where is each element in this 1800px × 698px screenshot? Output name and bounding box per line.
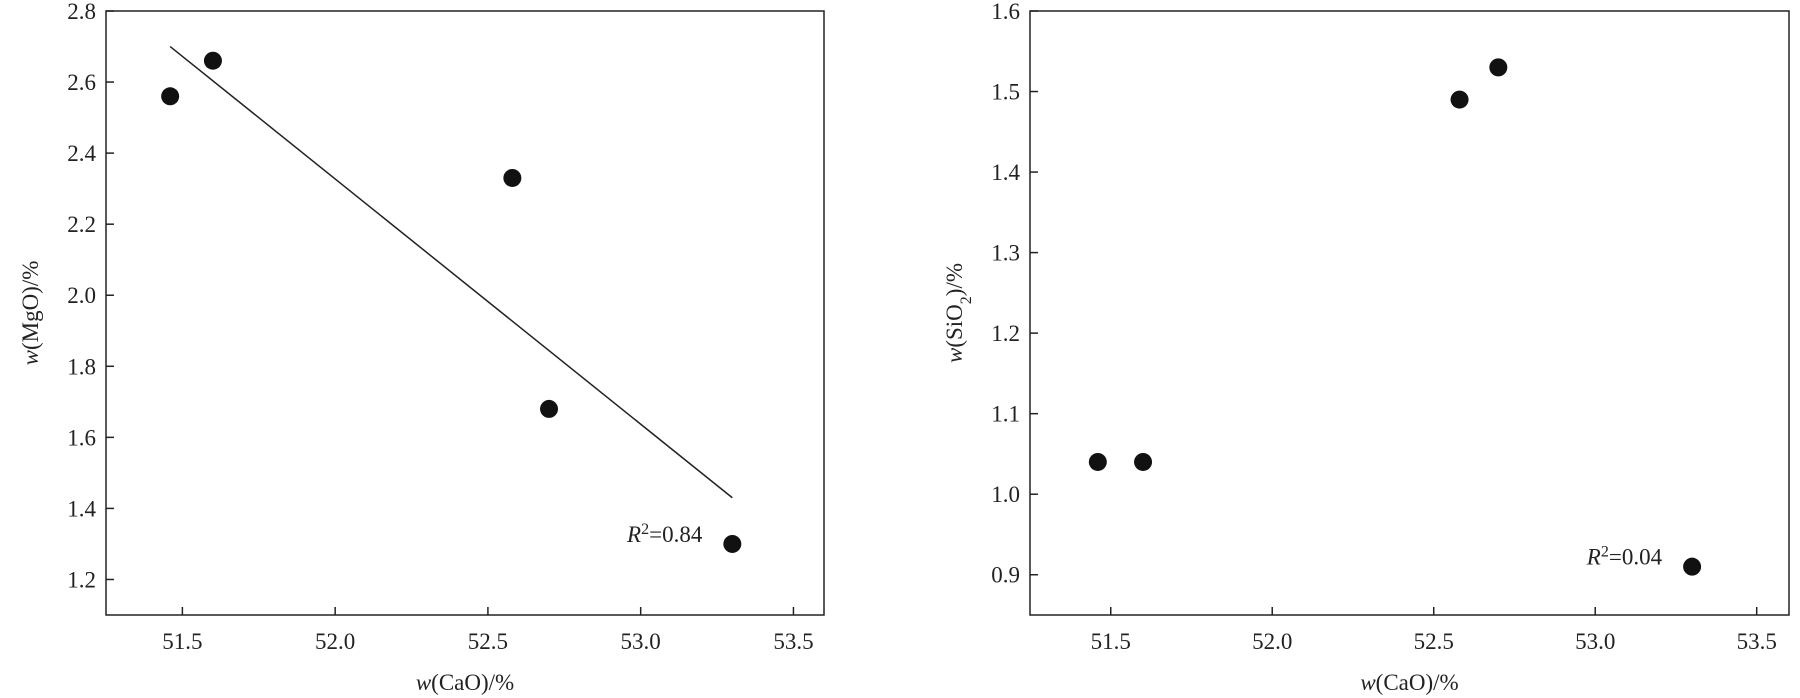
scatter-point [540,399,559,418]
y-tick-label: 1.4 [67,496,96,521]
scatter-point [203,51,222,70]
label-part: 2 [958,296,975,304]
y-tick-label: 1.1 [991,402,1020,427]
label-part: 2 [641,520,649,537]
label-part: R [1586,545,1601,570]
label-part: R [626,522,641,547]
scatter-point [1683,557,1702,576]
scatter-point [1489,58,1508,77]
label-part: w [18,349,43,365]
label-part: )/% [942,263,967,296]
y-tick-label: 2.8 [67,0,96,24]
x-tick-label: 52.5 [1414,629,1454,654]
x-tick-label: 52.0 [315,629,355,654]
scatter-point [1450,90,1469,109]
y-tick-label: 0.9 [991,563,1020,588]
y-tick-label: 1.2 [67,567,96,592]
x-tick-label: 52.0 [1252,629,1292,654]
label-part: =0.84 [649,522,703,547]
y-tick-label: 1.8 [67,354,96,379]
x-tick-label: 52.5 [468,629,508,654]
label-part: w [942,347,967,363]
y-tick-label: 1.0 [991,482,1020,507]
y-tick-label: 1.4 [991,160,1020,185]
x-tick-label: 51.5 [162,629,202,654]
y-tick-label: 1.6 [991,0,1020,24]
x-axis-title: w(CaO)/% [416,670,514,695]
x-tick-label: 53.0 [1575,629,1615,654]
y-tick-label: 1.5 [991,80,1020,105]
x-tick-label: 53.5 [773,629,813,654]
x-tick-label: 51.5 [1091,629,1131,654]
y-tick-label: 2.0 [67,283,96,308]
x-tick-label: 53.5 [1737,629,1777,654]
label-part: (CaO)/% [431,670,514,695]
y-tick-label: 1.3 [991,241,1020,266]
y-tick-label: 2.2 [67,212,96,237]
label-part: w [1360,670,1376,695]
scatter-point [161,87,180,106]
label-part: (MgO)/% [18,261,43,350]
label-part: 2 [1601,543,1609,560]
scatter-point [503,168,522,187]
x-tick-label: 53.0 [621,629,661,654]
label-part: =0.04 [1609,545,1663,570]
label-part: (SiO [942,304,967,347]
r-squared-annotation: R2=0.04 [1586,543,1663,570]
label-part: (CaO)/% [1376,670,1459,695]
plot-frame [1029,10,1790,616]
y-tick-label: 2.4 [67,141,96,166]
scatter-point [723,534,742,553]
scatter-point [1134,452,1153,471]
y-tick-label: 2.6 [67,70,96,95]
y-tick-label: 1.2 [991,321,1020,346]
label-part: w [416,670,432,695]
x-axis-title: w(CaO)/% [1360,670,1458,695]
r-squared-annotation: R2=0.84 [626,520,703,547]
y-axis-title: w(MgO)/% [18,261,43,366]
y-axis-title: w(SiO2)/% [942,263,975,363]
plot-frame [105,10,825,616]
trend-line [169,45,733,499]
y-tick-label: 1.6 [67,425,96,450]
scatter-point [1088,452,1107,471]
